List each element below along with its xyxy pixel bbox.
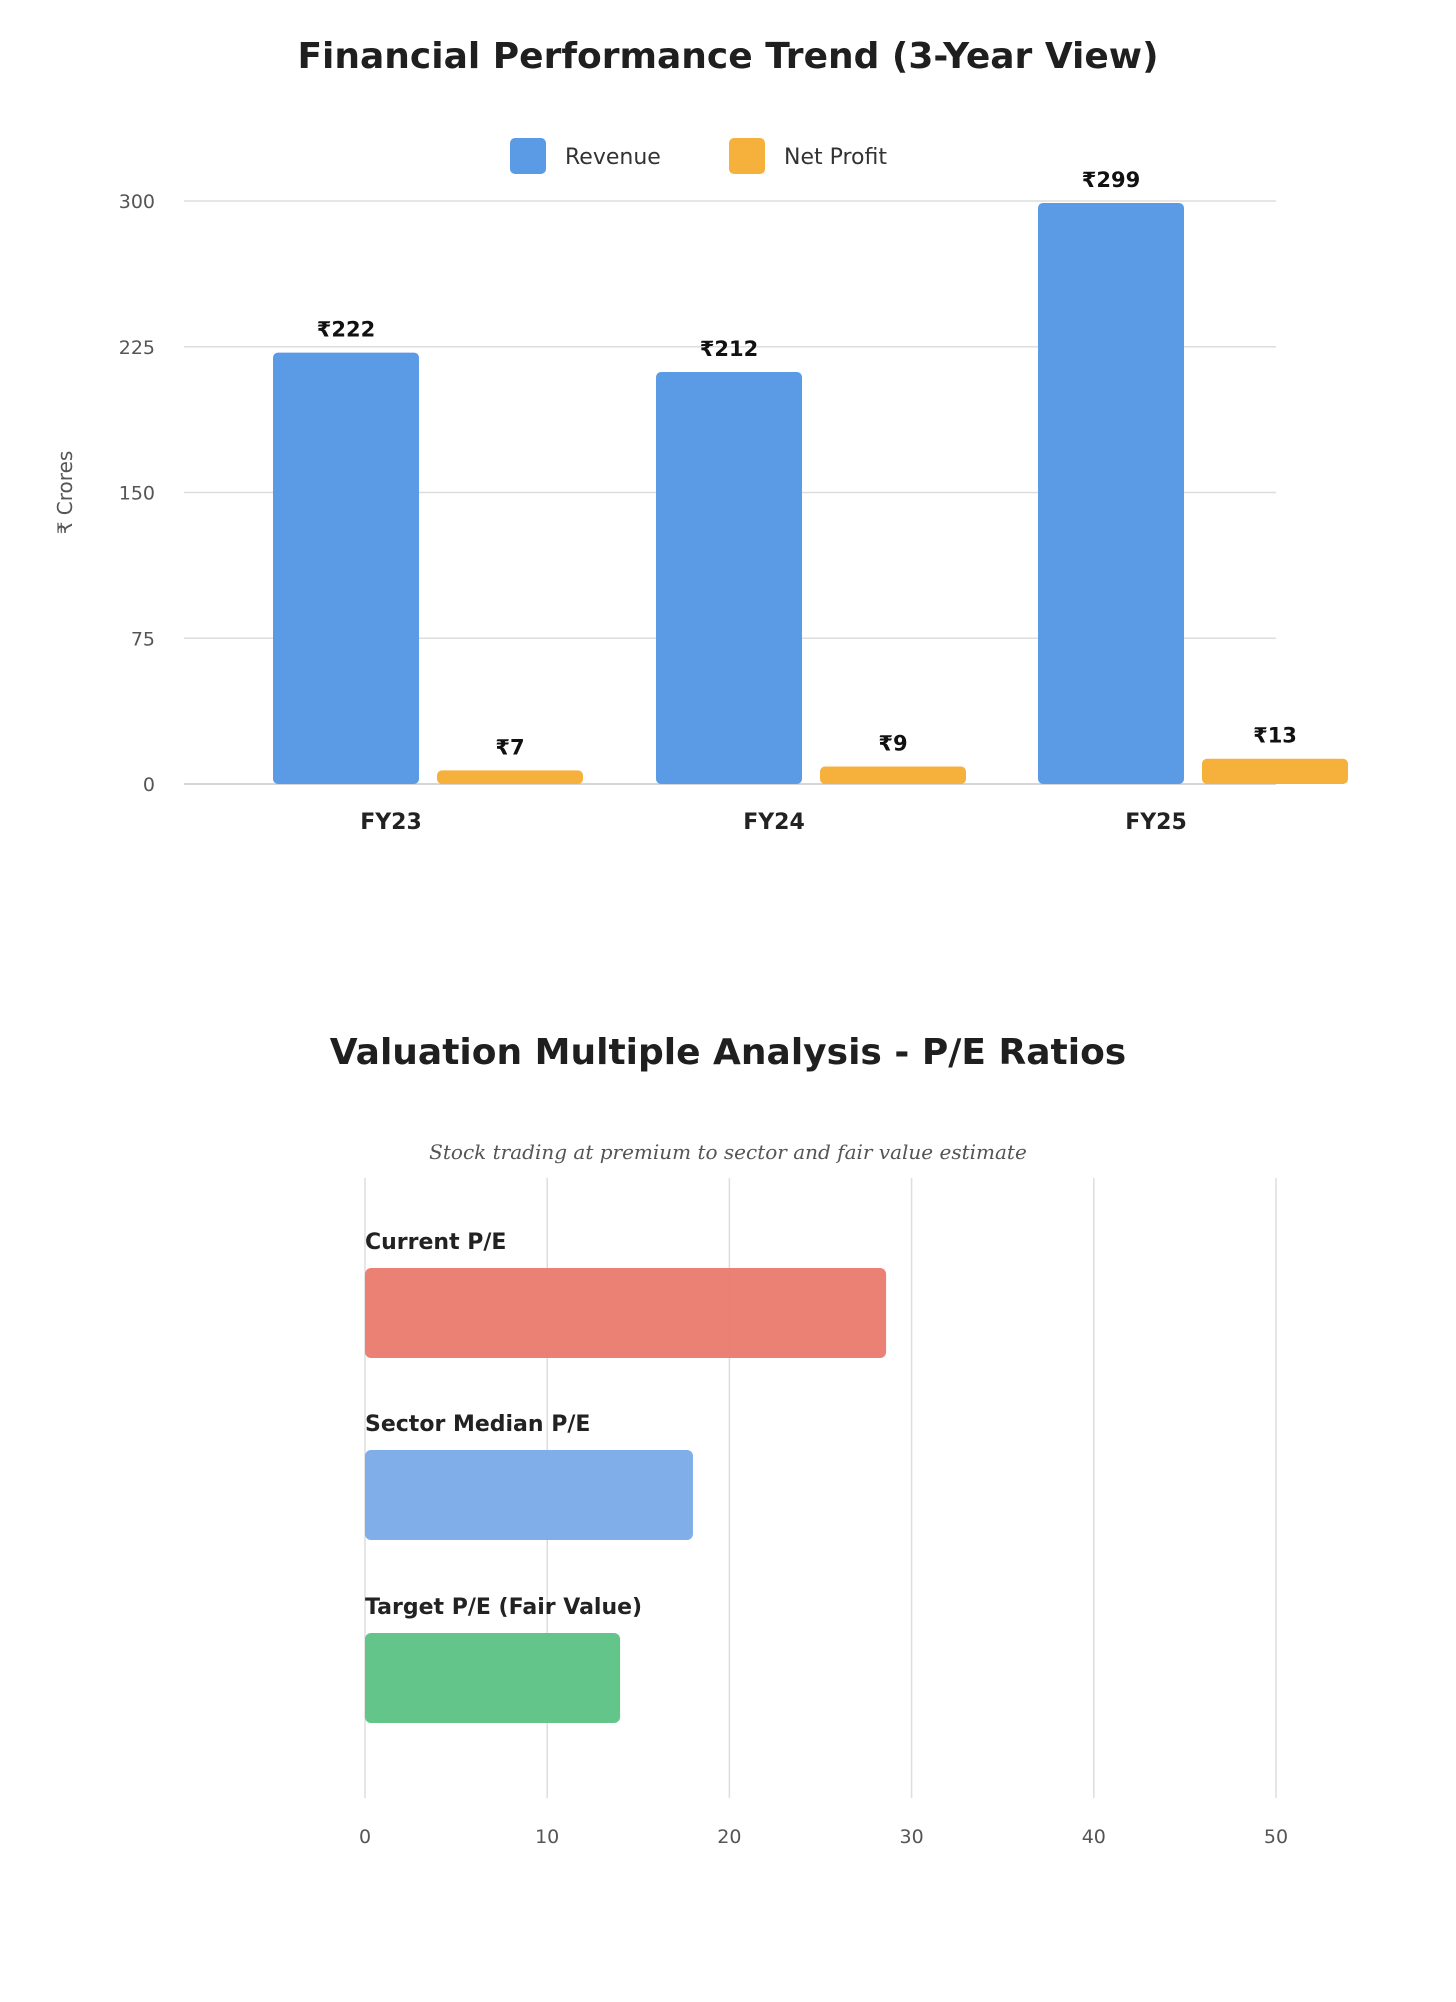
y-tick-label: 75 — [131, 628, 155, 650]
x-tick-label: FY23 — [360, 810, 422, 835]
y-axis-label: ₹ Crores — [53, 451, 77, 535]
x-tick-label: FY25 — [1125, 810, 1187, 835]
y-tick-label: 225 — [119, 337, 155, 359]
x-tick-label: FY24 — [743, 810, 805, 835]
data-label: ₹9 — [878, 732, 907, 756]
bar-current-p-e — [365, 1268, 887, 1358]
bar-net-profit-fy24 — [820, 766, 966, 784]
bar-category-label: Target P/E (Fair Value) — [365, 1595, 642, 1620]
bar-target-p-e-fair-value — [365, 1633, 621, 1723]
x-tick-label: 10 — [535, 1826, 559, 1848]
x-tick-label: 50 — [1264, 1826, 1288, 1848]
bar-sector-median-p-e — [365, 1450, 693, 1540]
data-label: ₹222 — [317, 318, 375, 342]
bar-net-profit-fy23 — [437, 770, 583, 784]
chart-title-financial: Financial Performance Trend (3-Year View… — [297, 36, 1159, 77]
x-tick-label: 20 — [717, 1826, 741, 1848]
chart-title-valuation: Valuation Multiple Analysis - P/E Ratios — [329, 1032, 1127, 1073]
bar-revenue-fy25 — [1038, 202, 1184, 784]
legend-swatch-revenue — [510, 138, 546, 174]
data-label: ₹7 — [495, 735, 524, 759]
bar-category-label: Current P/E — [365, 1230, 506, 1255]
bar-category-label: Sector Median P/E — [365, 1412, 590, 1437]
x-tick-label: 0 — [359, 1826, 371, 1848]
y-tick-label: 300 — [119, 191, 155, 213]
y-tick-label: 150 — [119, 483, 155, 505]
chart-subtitle-valuation: Stock trading at premium to sector and f… — [429, 1140, 1027, 1164]
x-tick-label: 40 — [1082, 1826, 1106, 1848]
legend-label-net-profit: Net Profit — [784, 145, 887, 170]
data-label: ₹212 — [700, 337, 758, 361]
data-label: ₹13 — [1253, 724, 1297, 748]
legend-label-revenue: Revenue — [565, 145, 661, 170]
bar-net-profit-fy25 — [1202, 758, 1348, 784]
x-tick-label: 30 — [900, 1826, 924, 1848]
y-tick-label: 0 — [143, 774, 155, 796]
bar-revenue-fy23 — [273, 352, 419, 784]
bar-revenue-fy24 — [656, 372, 802, 784]
legend-swatch-net-profit — [729, 138, 765, 174]
financial-chart: 0 75 150 225 300 ₹ Crores Revenue Net Profit ₹22… — [53, 138, 1348, 835]
data-label: ₹299 — [1082, 168, 1140, 192]
